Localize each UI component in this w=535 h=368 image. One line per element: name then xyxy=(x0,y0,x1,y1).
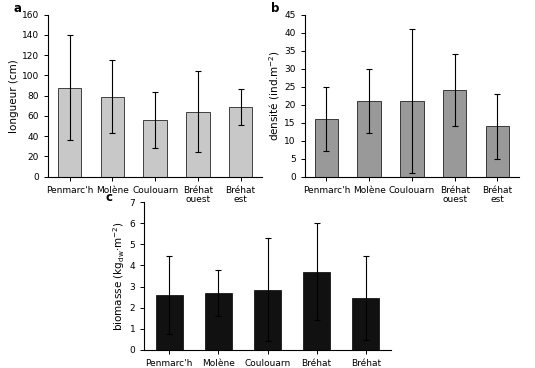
Bar xyxy=(400,101,424,177)
Bar xyxy=(357,101,381,177)
Bar xyxy=(353,298,379,350)
Text: a: a xyxy=(14,2,22,15)
Text: c: c xyxy=(105,191,112,204)
Bar xyxy=(205,293,232,350)
Bar xyxy=(156,295,182,350)
Bar xyxy=(229,107,253,177)
Y-axis label: biomasse (kg$_{\mathregular{dw}}$$\cdot$m$^{-2}$): biomasse (kg$_{\mathregular{dw}}$$\cdot$… xyxy=(111,221,127,331)
Bar xyxy=(186,112,210,177)
Bar xyxy=(443,90,467,177)
Bar xyxy=(143,120,167,177)
Bar xyxy=(303,272,330,350)
Bar xyxy=(58,88,81,177)
Bar xyxy=(101,97,124,177)
Bar xyxy=(486,126,509,177)
Bar xyxy=(254,290,281,350)
Text: b: b xyxy=(271,2,279,15)
Y-axis label: longueur (cm): longueur (cm) xyxy=(9,59,19,132)
Y-axis label: densité (ind.m$^{-2}$): densité (ind.m$^{-2}$) xyxy=(267,50,281,141)
Bar xyxy=(315,119,338,177)
